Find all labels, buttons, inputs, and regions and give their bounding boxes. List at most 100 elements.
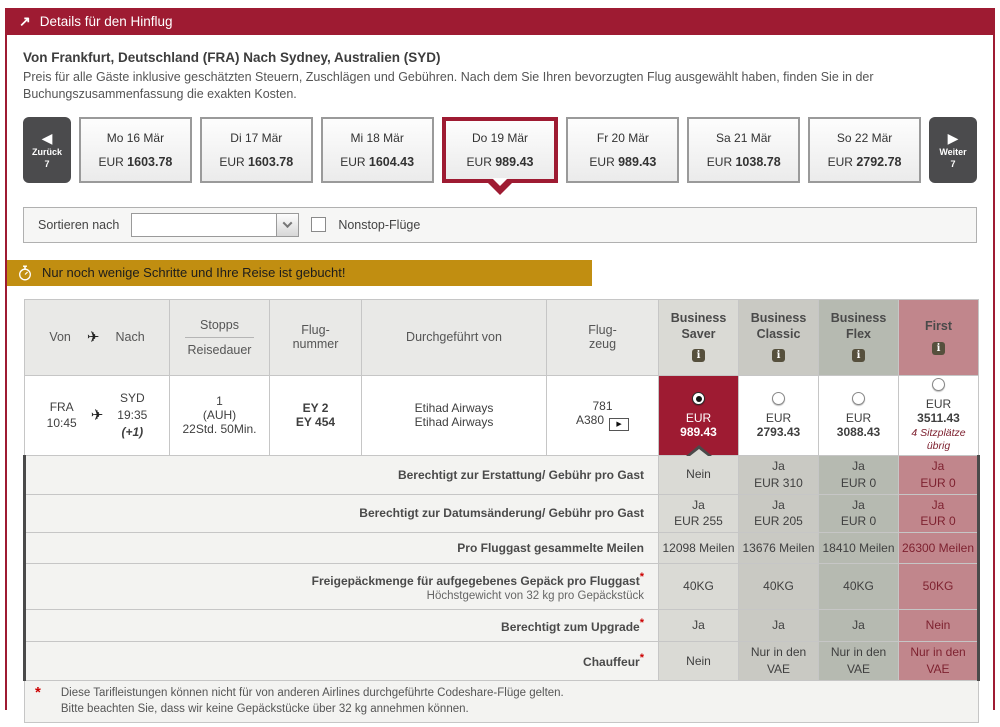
date-price: EUR 989.43 [466,154,534,169]
destination-code: SYD [119,391,145,406]
stopwatch-icon [19,265,31,281]
nonstop-checkbox[interactable] [311,217,327,233]
detail-value: Nur in den VAE [898,641,980,681]
stops-duration-cell: 1 (AUH) 22Std. 50Min. [169,374,270,457]
chevron-right-icon: ▶ [947,129,959,146]
outbound-details-panel: ↗ Details für den Hinflug Von Frankfurt,… [5,8,995,723]
footnote-text: Diese Tarifleistungen können nicht für v… [60,686,564,716]
radio-business-flex[interactable] [852,391,865,405]
info-icon[interactable]: i [692,349,705,363]
header-divider [185,336,254,338]
detail-value: 50KG [898,563,980,611]
detail-row-upgrade: Berechtigt zum Upgrade* Ja Ja Ja Nein [23,609,980,643]
detail-value: 12098 Meilen [658,532,739,565]
next-count: 7 [950,158,956,169]
sort-bar: Sortieren nach Nonstop-Flüge [23,206,977,243]
date-price: EUR 1603.78 [98,154,173,169]
date-carousel: ◀ Zurück 7 Mo 16 Mär EUR 1603.78 Di 17 M… [23,116,978,195]
section-titlebar: ↗ Details für den Hinflug [7,8,993,35]
date-label: Mo 16 Mär [106,130,165,145]
day-offset: (+1) [121,424,144,439]
date-card-sat[interactable]: Sa 21 Mär EUR 1038.78 [687,116,801,183]
detail-value: Ja EUR 205 [738,493,819,534]
detail-label: Berechtigt zur Datumsänderung/ Gebühr pr… [23,493,659,534]
fare-header-first: First i [898,298,979,376]
detail-label: Pro Fluggast gesammelte Meilen [23,532,659,565]
detail-value: Ja [818,609,899,643]
detail-value: 40KG [818,563,899,611]
detail-value: Nur in den VAE [738,641,819,681]
date-card-fri[interactable]: Fr 20 Mär EUR 989.43 [566,116,680,183]
radio-first[interactable] [932,377,945,391]
plane-icon: ✈ [90,407,104,425]
detail-value: Nur in den VAE [818,641,899,681]
fare-option-first[interactable]: EUR 3511.43 4 Sitzplätze übrig [898,374,979,457]
col-header-stopps: Stopps [200,317,239,332]
col-header-aircraft: Flug- zeug [546,298,659,376]
detail-value: Ja [658,609,739,643]
date-label: Di 17 Mär [230,130,283,145]
detail-row-date-change: Berechtigt zur Datumsänderung/ Gebühr pr… [23,493,980,534]
carousel-prev-button[interactable]: ◀ Zurück 7 [23,116,71,183]
detail-label: Berechtigt zur Erstattung/ Gebühr pro Ga… [23,455,659,495]
detail-value: Nein [658,455,739,495]
sort-select[interactable] [131,212,300,237]
detail-value: Ja EUR 0 [898,455,980,495]
fare-header-business-flex: Business Flex i [818,298,899,376]
sort-label: Sortieren nach [38,217,120,232]
departure-time: 10:45 [46,416,77,431]
col-header-nach: Nach [115,330,145,345]
fare-option-business-saver[interactable]: EUR 989.43 [658,374,739,457]
seats-left-note: 4 Sitzplätze übrig [911,426,966,452]
col-header-route: Von ✈ Nach [24,298,170,376]
date-price: EUR 1038.78 [706,154,781,169]
detail-sublabel: Höchstgewicht von 32 kg pro Gepäckstück [426,590,644,603]
date-card-sun[interactable]: So 22 Mär EUR 2792.78 [808,116,922,183]
date-card-mon[interactable]: Mo 16 Mär EUR 1603.78 [79,116,192,183]
chevron-down-icon [276,213,299,236]
date-price: EUR 1603.78 [219,154,294,169]
fare-header-business-classic: Business Classic i [738,298,819,376]
radio-business-saver[interactable] [692,391,705,405]
carousel-next-button[interactable]: ▶ Weiter 7 [929,116,978,183]
date-card-thu-selected[interactable]: Do 19 Mär EUR 989.43 [441,116,559,195]
col-header-flight-number: Flug- nummer [269,298,362,376]
nonstop-checkbox-label: Nonstop-Flüge [338,217,421,232]
detail-label: Freigepäckmenge für aufgegebenes Gepäck … [23,563,659,611]
footnote-asterisk: * [639,571,644,584]
route-description: Preis für alle Gäste inklusive geschätzt… [23,70,874,101]
date-card-wed[interactable]: Mi 18 Mär EUR 1604.43 [320,116,434,183]
aircraft-code: 781 [592,399,613,414]
info-icon[interactable]: i [772,349,785,363]
flight-row: FRA 10:45 ✈ SYD 19:35 (+1) 1 (AUH) 22Std… [24,374,979,457]
col-header-operated-by: Durchgeführt von [361,298,547,376]
detail-value: Ja EUR 0 [818,493,899,534]
detail-row-miles: Pro Fluggast gesammelte Meilen 12098 Mei… [23,532,980,565]
detail-value: Ja EUR 0 [898,493,980,534]
detail-value: Ja [738,609,819,643]
col-header-stops: Stopps Reisedauer [169,298,270,376]
booking-progress-banner: Nur noch wenige Schritte und Ihre Reise … [7,259,592,286]
detail-value: 40KG [738,563,819,611]
origin-code: FRA [49,399,74,414]
footnote-asterisk: * [639,652,644,665]
fare-option-business-classic[interactable]: EUR 2793.43 [738,374,819,457]
aircraft-detail-button[interactable]: ▶ [609,418,630,432]
date-label: Do 19 Mär [471,130,529,145]
fare-option-business-flex[interactable]: EUR 3088.43 [818,374,899,457]
detail-value: 13676 Meilen [738,532,819,565]
fare-header-business-saver: Business Saver i [658,298,739,376]
date-card-tue[interactable]: Di 17 Mär EUR 1603.78 [199,116,313,183]
radio-business-classic[interactable] [772,391,785,405]
info-icon[interactable]: i [932,341,945,355]
detail-value: Nein [898,609,980,643]
flight-results-table: Von ✈ Nach Stopps Reisedauer Flug- numme… [23,298,980,723]
chevron-left-icon: ◀ [41,129,53,146]
date-label: So 22 Mär [836,130,893,145]
date-price: EUR 2792.78 [827,154,902,169]
date-label: Mi 18 Mär [350,130,404,145]
info-icon[interactable]: i [852,349,865,363]
detail-value: Ja EUR 310 [738,455,819,495]
plane-icon: ✈ [86,329,100,347]
table-header-row: Von ✈ Nach Stopps Reisedauer Flug- numme… [24,298,979,376]
